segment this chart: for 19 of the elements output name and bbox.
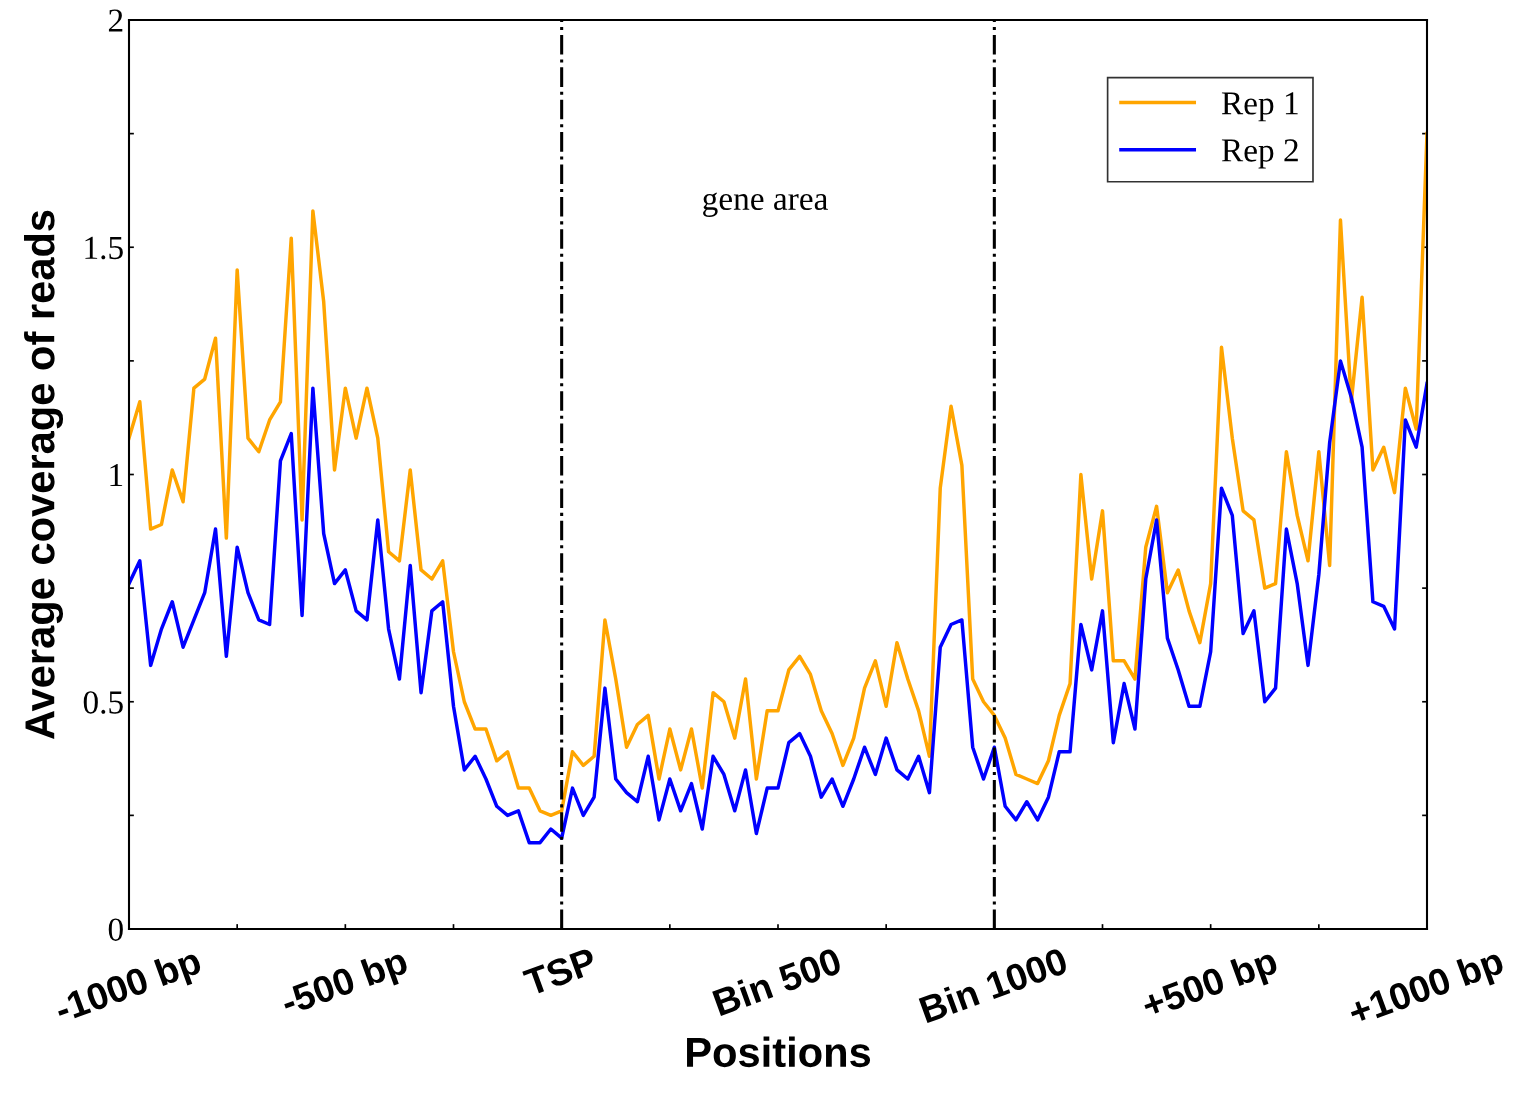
- annotation: gene area: [703, 192, 828, 217]
- legend-label: Rep 1: [1221, 92, 1298, 122]
- y-tick-label: 1: [110, 464, 123, 487]
- line-series: [129, 359, 1427, 845]
- x-tick-label: TSP: [522, 947, 599, 997]
- x-tick-label: +500 bp: [1140, 946, 1282, 1027]
- x-tick-label: -1000 bp: [52, 946, 206, 1031]
- y-tick-label: 1.5: [85, 236, 123, 260]
- x-axis-title: Positions: [687, 1036, 871, 1068]
- y-tick-label: 0: [108, 918, 123, 941]
- y-tick-label: 2: [108, 9, 123, 32]
- x-tick-label: +1000 bp: [1346, 946, 1508, 1034]
- legend-label: Rep 2: [1221, 139, 1298, 169]
- x-tick-label: Bin 1000: [918, 946, 1069, 1024]
- y-axis-title: Average coverage of reads: [24, 210, 64, 739]
- x-tick-label: Bin 500: [711, 946, 843, 1017]
- y-tick-label: 0.5: [83, 691, 123, 714]
- x-tick-label: -500 bp: [279, 946, 412, 1023]
- line-series: [129, 131, 1427, 818]
